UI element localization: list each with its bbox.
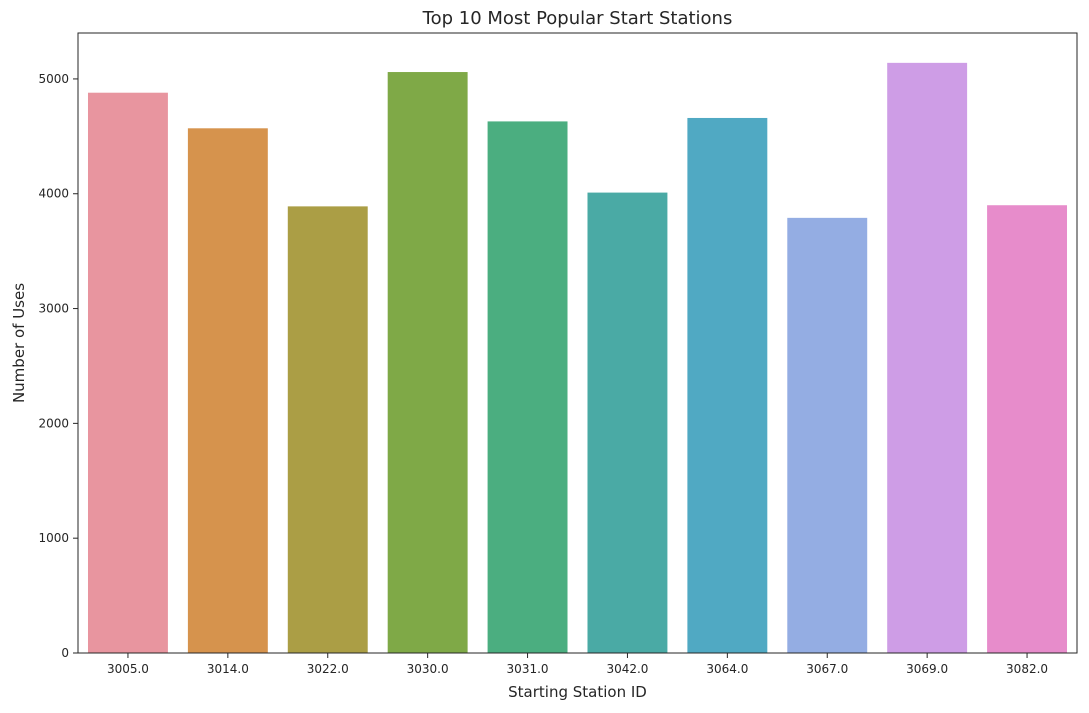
y-tick-label: 0 — [61, 646, 69, 660]
y-axis-ticks: 0 1000 2000 3000 4000 5000 — [38, 72, 78, 660]
bar-3082.0 — [987, 205, 1068, 653]
bar-3031.0 — [487, 121, 568, 653]
plot-frame — [77, 32, 1078, 654]
y-axis-label: Number of Uses — [10, 283, 28, 403]
x-tick-label: 3064.0 — [706, 662, 748, 676]
bar-3067.0 — [787, 217, 868, 653]
x-tick-label: 3067.0 — [806, 662, 848, 676]
x-tick-label: 3005.0 — [107, 662, 149, 676]
bars-group — [87, 62, 1068, 654]
x-tick-label: 3082.0 — [1006, 662, 1048, 676]
x-tick-label: 3030.0 — [407, 662, 449, 676]
bar-3064.0 — [687, 117, 768, 654]
x-axis-label: Starting Station ID — [508, 683, 647, 701]
bar-3005.0 — [87, 92, 168, 653]
y-tick-label: 5000 — [38, 72, 69, 86]
x-tick-label: 3069.0 — [906, 662, 948, 676]
x-tick-label: 3014.0 — [207, 662, 249, 676]
chart-title: Top 10 Most Popular Start Stations — [422, 8, 733, 29]
bar-3022.0 — [287, 206, 368, 654]
bar-3014.0 — [187, 128, 268, 654]
bar-3042.0 — [587, 192, 668, 653]
y-tick-label: 1000 — [38, 531, 69, 545]
x-tick-label: 3042.0 — [606, 662, 648, 676]
x-axis-ticks: 3005.0 3014.0 3022.0 3030.0 3031.0 3042.0 3064… — [107, 653, 1048, 676]
x-tick-label: 3022.0 — [307, 662, 349, 676]
y-tick-label: 3000 — [38, 302, 69, 316]
x-tick-label: 3031.0 — [507, 662, 549, 676]
bar-3030.0 — [387, 72, 468, 653]
y-tick-label: 2000 — [38, 416, 69, 430]
bar-3069.0 — [887, 62, 968, 653]
y-tick-label: 4000 — [38, 187, 69, 201]
